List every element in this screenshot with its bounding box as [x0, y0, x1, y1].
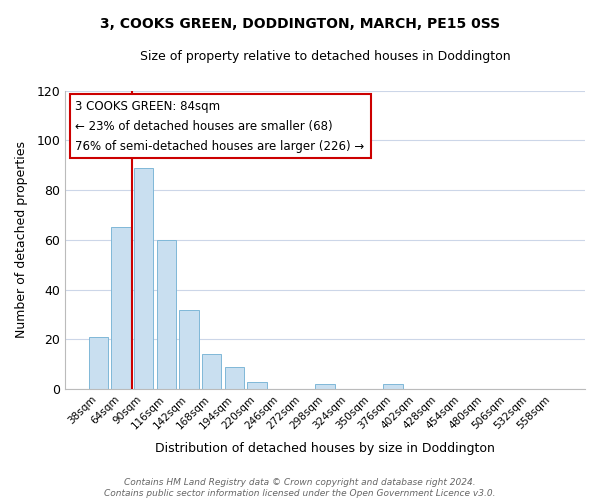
- Bar: [157, 240, 176, 389]
- Text: Contains HM Land Registry data © Crown copyright and database right 2024.
Contai: Contains HM Land Registry data © Crown c…: [104, 478, 496, 498]
- Text: 3 COOKS GREEN: 84sqm
← 23% of detached houses are smaller (68)
76% of semi-detac: 3 COOKS GREEN: 84sqm ← 23% of detached h…: [76, 100, 365, 152]
- Bar: [179, 310, 199, 389]
- Bar: [247, 382, 266, 389]
- Y-axis label: Number of detached properties: Number of detached properties: [15, 142, 28, 338]
- Bar: [112, 228, 131, 389]
- Bar: [383, 384, 403, 389]
- Bar: [134, 168, 154, 389]
- Bar: [225, 367, 244, 389]
- Bar: [202, 354, 221, 389]
- X-axis label: Distribution of detached houses by size in Doddington: Distribution of detached houses by size …: [155, 442, 495, 455]
- Bar: [89, 337, 108, 389]
- Bar: [316, 384, 335, 389]
- Title: Size of property relative to detached houses in Doddington: Size of property relative to detached ho…: [140, 50, 511, 63]
- Text: 3, COOKS GREEN, DODDINGTON, MARCH, PE15 0SS: 3, COOKS GREEN, DODDINGTON, MARCH, PE15 …: [100, 18, 500, 32]
